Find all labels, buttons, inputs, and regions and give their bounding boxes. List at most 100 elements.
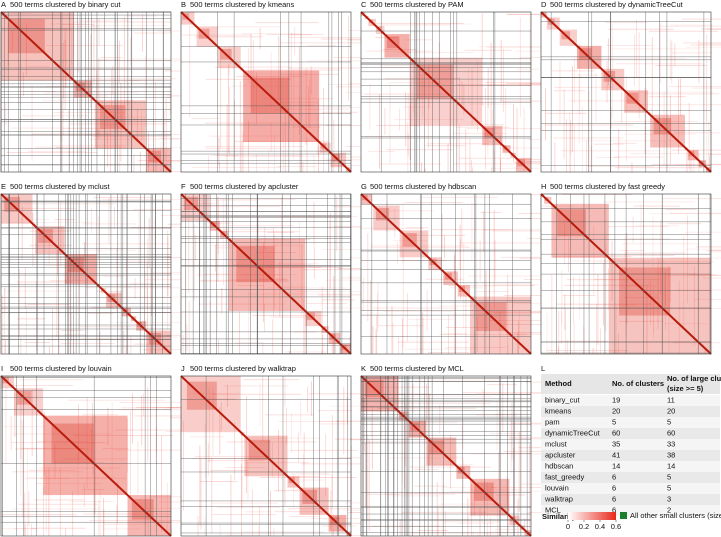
stripe <box>587 166 654 168</box>
stripe <box>444 235 445 259</box>
stripe <box>607 38 609 86</box>
stripe <box>605 22 647 23</box>
stripe <box>444 511 446 536</box>
stripe <box>81 489 105 490</box>
stripe <box>493 209 495 309</box>
stripe <box>55 146 126 148</box>
stripe <box>199 445 201 526</box>
stripe <box>683 42 721 44</box>
stripe <box>521 438 556 440</box>
stripe <box>70 312 72 341</box>
stripe <box>393 119 464 121</box>
stripe <box>487 481 488 522</box>
stripe <box>600 255 675 256</box>
stripe <box>313 246 315 279</box>
stripe <box>404 234 466 236</box>
stripe <box>611 48 701 50</box>
stripe <box>459 77 460 100</box>
panel-title: 500 terms clustered by hdbscan <box>370 182 476 191</box>
table-header: No. of large clusters <box>667 374 721 383</box>
stripe <box>21 205 23 261</box>
stripe <box>299 221 300 259</box>
stripe <box>18 503 99 505</box>
stripe <box>651 163 721 165</box>
stripe <box>292 488 319 490</box>
stripe <box>474 491 475 516</box>
stripe <box>407 93 409 120</box>
stripe <box>36 440 87 442</box>
stripe <box>412 383 414 414</box>
stripe <box>10 127 100 129</box>
stripe <box>387 82 444 84</box>
stripe <box>10 442 104 443</box>
panel-title: 500 terms clustered by dynamicTreeCut <box>550 0 684 9</box>
stripe <box>112 66 114 95</box>
stripe <box>130 58 220 60</box>
stripe <box>154 217 156 283</box>
stripe <box>486 311 547 313</box>
stripe <box>371 24 451 26</box>
heatmap-border <box>180 11 352 173</box>
stripe <box>310 518 359 519</box>
diagonal <box>360 11 532 173</box>
diagonal <box>180 375 352 537</box>
panel-title: 500 terms clustered by louvain <box>10 364 112 373</box>
stripe <box>409 396 493 397</box>
stripe <box>280 286 307 288</box>
stripe <box>383 311 453 313</box>
stripe <box>290 473 330 475</box>
stripe <box>91 208 93 234</box>
stripe <box>77 452 79 498</box>
stripe <box>510 419 512 474</box>
stripe <box>401 511 487 513</box>
stripe <box>329 213 331 289</box>
stripe <box>566 118 567 172</box>
stripe <box>708 156 710 172</box>
stripe <box>586 140 587 172</box>
stripe <box>594 279 629 280</box>
stripe <box>368 440 370 532</box>
stripe <box>290 33 292 123</box>
stripe <box>375 36 398 38</box>
table-cell: 6 <box>612 483 616 492</box>
stripe <box>420 196 498 198</box>
stripe <box>590 145 592 172</box>
stripe <box>280 42 369 44</box>
stripe <box>483 229 511 231</box>
stripe <box>428 63 430 109</box>
heatmap-border <box>360 11 532 173</box>
stripe <box>129 353 130 354</box>
stripe <box>493 284 539 286</box>
stripe <box>623 297 659 299</box>
stripe <box>488 320 552 321</box>
table-cell: 19 <box>612 395 620 404</box>
stripe <box>696 246 721 248</box>
stripe <box>684 231 721 233</box>
stripe <box>322 299 355 301</box>
stripe <box>311 381 312 416</box>
stripe <box>84 68 164 69</box>
stripe <box>508 437 574 439</box>
stripe <box>557 346 559 354</box>
stripe <box>458 124 460 172</box>
stripe <box>399 108 400 131</box>
stripe <box>91 428 93 465</box>
stripe <box>603 201 695 203</box>
stripe <box>327 226 380 228</box>
stripe <box>466 128 549 130</box>
stripe <box>215 155 238 157</box>
stripe <box>25 477 70 479</box>
stripe <box>330 490 332 530</box>
stripe <box>596 157 620 158</box>
stripe <box>593 225 595 295</box>
stripe <box>73 442 109 444</box>
stripe <box>45 264 75 266</box>
stripe <box>25 302 27 354</box>
stripe <box>27 151 85 152</box>
stripe <box>46 45 123 46</box>
stripe <box>69 123 168 125</box>
stripe <box>422 73 424 117</box>
stripe <box>397 341 470 343</box>
heatmap <box>360 375 618 537</box>
panel-letter: B <box>181 0 186 9</box>
